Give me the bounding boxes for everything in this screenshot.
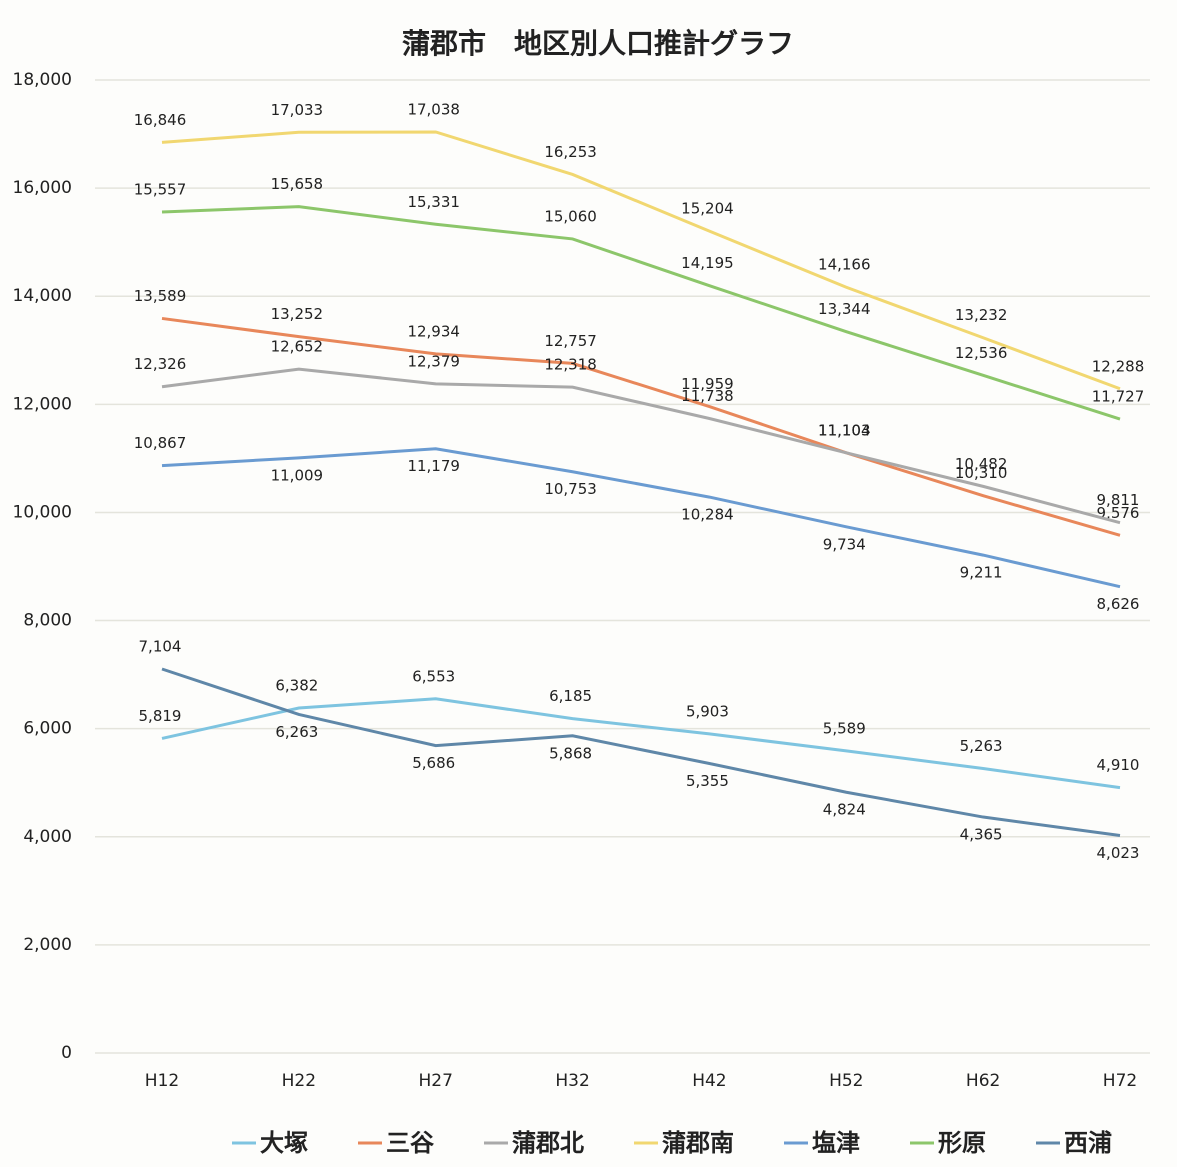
data-label: 6,553	[412, 667, 455, 685]
data-label: 15,331	[407, 193, 460, 211]
legend-label: 大塚	[260, 1129, 308, 1157]
data-label: 5,355	[686, 772, 729, 790]
data-label: 13,232	[955, 306, 1008, 324]
data-label: 14,195	[681, 254, 734, 272]
y-tick-label: 10,000	[13, 502, 72, 522]
x-tick-label: H32	[555, 1071, 589, 1091]
data-label: 6,382	[275, 677, 318, 695]
legend-label: 塩津	[812, 1129, 860, 1157]
data-label: 16,253	[544, 143, 597, 161]
series-line	[161, 316, 1121, 537]
data-label: 15,060	[544, 207, 597, 225]
data-label: 12,536	[955, 344, 1008, 362]
data-label: 5,903	[686, 702, 729, 720]
data-label: 10,867	[134, 434, 187, 452]
data-label: 12,326	[134, 355, 187, 373]
data-label: 5,819	[139, 707, 182, 725]
legend-label: 形原	[938, 1129, 986, 1157]
data-label: 11,103	[818, 421, 871, 439]
legend-label: 西浦	[1064, 1129, 1112, 1157]
data-label: 4,365	[960, 826, 1003, 844]
data-label: 13,252	[271, 305, 324, 323]
chart-title: 蒲郡市 地区別人口推計グラフ	[402, 27, 794, 60]
data-label: 5,868	[549, 744, 592, 762]
y-tick-label: 6,000	[23, 719, 72, 739]
data-label: 12,757	[544, 332, 597, 350]
data-label: 15,658	[271, 175, 324, 193]
data-label: 9,734	[823, 535, 866, 553]
y-tick-label: 18,000	[13, 70, 72, 90]
y-tick-label: 0	[61, 1043, 72, 1063]
data-label: 11,738	[681, 387, 734, 405]
data-label: 13,344	[818, 300, 871, 318]
data-label: 4,824	[823, 801, 866, 819]
data-label: 11,727	[1092, 388, 1145, 406]
data-label: 5,589	[823, 719, 866, 737]
data-label: 9,211	[960, 564, 1003, 582]
x-tick-label: H27	[419, 1071, 453, 1091]
data-label: 8,626	[1097, 595, 1140, 613]
y-tick-label: 4,000	[23, 827, 72, 847]
legend-label: 蒲郡南	[662, 1129, 734, 1157]
x-tick-label: H72	[1103, 1071, 1137, 1091]
legend-label: 三谷	[386, 1129, 435, 1157]
data-label: 7,104	[139, 637, 182, 655]
data-label: 13,589	[134, 287, 187, 305]
data-label: 4,023	[1097, 844, 1140, 862]
data-label: 12,379	[407, 352, 460, 370]
series-line	[161, 697, 1121, 790]
data-label: 12,318	[544, 356, 597, 374]
data-label: 10,284	[681, 506, 734, 524]
data-label: 15,557	[134, 181, 187, 199]
data-label: 4,910	[1097, 756, 1140, 774]
data-label: 9,576	[1097, 504, 1140, 522]
data-label: 11,009	[271, 466, 324, 484]
data-label: 17,038	[407, 101, 460, 119]
data-label: 10,310	[955, 464, 1008, 482]
data-label: 12,652	[271, 338, 324, 356]
y-tick-label: 12,000	[13, 394, 72, 414]
data-label: 12,934	[407, 322, 460, 340]
data-label: 11,179	[407, 457, 460, 475]
y-tick-label: 8,000	[23, 611, 72, 631]
series-line	[161, 447, 1121, 589]
data-label: 17,033	[271, 101, 324, 119]
x-tick-label: H62	[966, 1071, 1000, 1091]
x-tick-label: H22	[282, 1071, 316, 1091]
x-tick-label: H42	[692, 1071, 726, 1091]
y-tick-label: 2,000	[23, 935, 72, 955]
data-label: 14,166	[818, 256, 871, 274]
x-tick-label: H52	[829, 1071, 863, 1091]
y-tick-label: 16,000	[13, 178, 72, 198]
data-label: 5,686	[412, 754, 455, 772]
data-label: 11,104	[818, 421, 871, 439]
data-label: 9,811	[1097, 491, 1140, 509]
data-label: 6,185	[549, 687, 592, 705]
data-label: 12,288	[1092, 357, 1145, 375]
x-tick-label: H12	[145, 1071, 179, 1091]
data-label: 5,263	[960, 737, 1003, 755]
series-line	[161, 130, 1121, 391]
data-label: 15,204	[681, 200, 734, 218]
data-label: 6,263	[275, 723, 318, 741]
series-line	[161, 205, 1121, 421]
data-label: 11,959	[681, 375, 734, 393]
series-line	[161, 667, 1121, 838]
data-label: 10,482	[955, 455, 1008, 473]
legend-label: 蒲郡北	[512, 1129, 584, 1157]
data-label: 16,846	[134, 111, 187, 129]
data-label: 10,753	[544, 480, 597, 498]
series-line	[161, 367, 1121, 525]
y-tick-label: 14,000	[13, 286, 72, 306]
